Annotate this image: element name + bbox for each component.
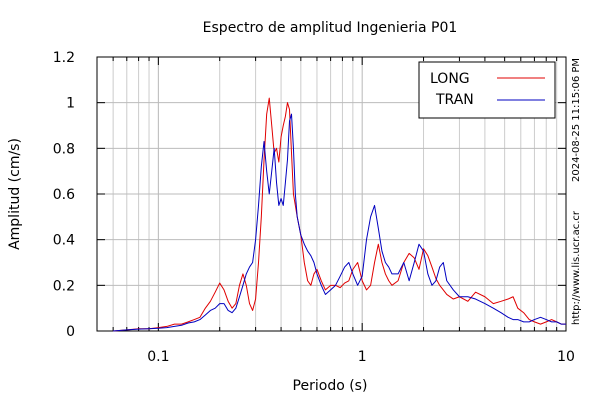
y-tick-label: 0 — [66, 324, 75, 340]
source-url-text: http://www.lis.ucr.ac.cr — [571, 210, 582, 325]
legend-label-tran: TRAN — [435, 92, 474, 108]
legend: LONG TRAN — [418, 61, 556, 119]
x-tick-label: 10 — [557, 349, 575, 365]
series-line-tran — [113, 113, 566, 332]
series-group — [113, 97, 566, 332]
legend-label-long: LONG — [430, 71, 470, 87]
timestamp-text: 2024-08-25 11:15:06 PM — [571, 58, 582, 182]
x-tick-label: 1 — [358, 349, 367, 365]
y-tick-label: 0.8 — [53, 141, 75, 157]
chart-title: Espectro de amplitud Ingenieria P01 — [203, 20, 458, 36]
y-tick-label: 0.2 — [53, 278, 75, 294]
series-line-long — [113, 97, 566, 332]
y-tick-label: 0.4 — [53, 233, 75, 249]
y-tick-label: 1.2 — [53, 50, 75, 66]
x-axis-label: Periodo (s) — [293, 378, 368, 394]
y-axis-label: Amplitud (cm/s) — [7, 138, 23, 250]
axis-ticks: 0 0.2 0.4 0.6 0.8 1 1.2 0.1 1 10 — [53, 50, 575, 365]
x-tick-label: 0.1 — [147, 349, 169, 365]
legend-box — [418, 61, 556, 119]
grid — [96, 57, 566, 331]
y-tick-label: 1 — [66, 96, 75, 112]
y-tick-label: 0.6 — [53, 187, 75, 203]
